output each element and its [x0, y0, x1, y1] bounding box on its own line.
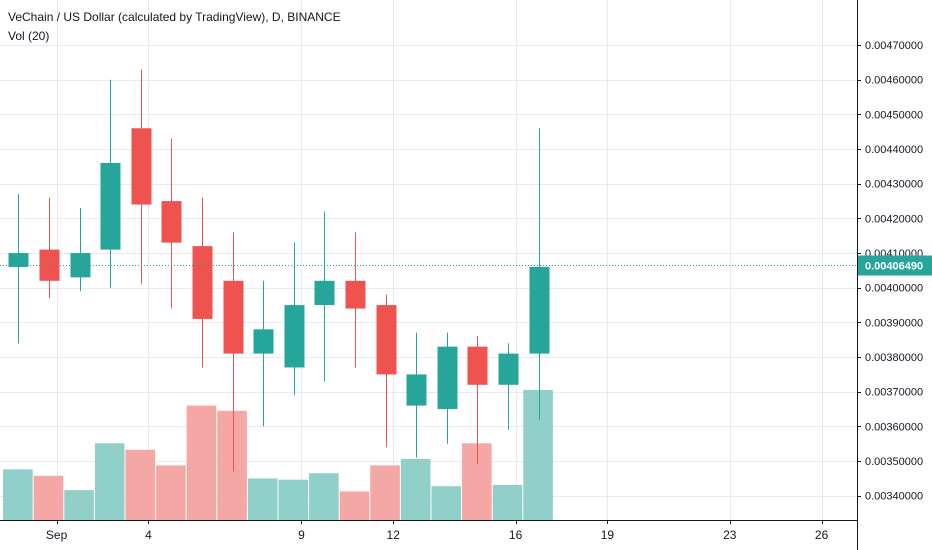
x-tick-label: 12	[387, 528, 401, 542]
candle-body-down	[467, 346, 488, 385]
y-tick-label: 0.00360000	[865, 421, 923, 433]
candle-body-up	[529, 266, 550, 354]
volume-bar	[33, 475, 64, 520]
volume-bar	[156, 465, 186, 520]
last-price-label-bg	[858, 255, 932, 276]
volume-bar	[278, 479, 309, 520]
volume-bar	[400, 458, 431, 520]
volume-bar	[94, 443, 125, 520]
candle-body-down	[376, 305, 397, 375]
volume-bar	[523, 390, 553, 520]
candle-body-down	[223, 280, 244, 354]
volume-bar	[339, 491, 370, 520]
y-tick-label: 0.00460000	[865, 75, 923, 87]
candle-body-down	[131, 128, 152, 205]
candle-body-up	[498, 353, 519, 385]
y-tick-label: 0.00450000	[865, 109, 923, 121]
volume-bar	[125, 449, 156, 520]
candle-body-up	[8, 253, 29, 267]
volume-bar	[431, 486, 462, 520]
y-tick-label: 0.00350000	[865, 456, 923, 468]
volume-bar	[186, 405, 217, 520]
chart-title: VeChain / US Dollar (calculated by Tradi…	[8, 10, 341, 24]
y-tick-label: 0.00380000	[865, 352, 923, 364]
volume-bar	[370, 465, 400, 520]
x-tick-label: 23	[723, 528, 737, 542]
x-tick-label: 9	[298, 528, 305, 542]
volume-bar	[492, 484, 523, 520]
candle-body-down	[192, 246, 213, 319]
y-tick-label: 0.00420000	[865, 213, 923, 225]
y-tick-label: 0.00430000	[865, 179, 923, 191]
candle-body-down	[39, 249, 60, 281]
candle-body-up	[437, 346, 458, 410]
y-tick-label: 0.00340000	[865, 491, 923, 503]
volume-bar	[462, 443, 492, 520]
y-tick-label: 0.00440000	[865, 144, 923, 156]
volume-bar	[64, 490, 94, 520]
x-tick-label: 19	[601, 528, 615, 542]
x-tick-label: Sep	[46, 528, 68, 542]
last-price-label: 0.00406490	[865, 261, 923, 273]
candle-body-up	[406, 374, 427, 406]
candle-body-up	[284, 305, 305, 368]
candle-body-down	[161, 201, 182, 243]
y-tick-label: 0.00470000	[865, 40, 923, 52]
volume-bar	[217, 410, 247, 520]
x-tick-label: 26	[815, 528, 829, 542]
candle-body-up	[314, 280, 335, 306]
candle-body-down	[345, 280, 366, 309]
y-tick-label: 0.00370000	[865, 387, 923, 399]
x-tick-label: 16	[509, 528, 523, 542]
volume-bar	[3, 469, 33, 520]
candle-body-up	[253, 329, 274, 354]
y-tick-label: 0.00400000	[865, 283, 923, 295]
volume-indicator-label: Vol (20)	[8, 29, 50, 43]
volume-bar	[309, 473, 339, 520]
x-tick-label: 4	[145, 528, 152, 542]
volume-bar	[247, 478, 278, 520]
chart-legend: VeChain / US Dollar (calculated by Tradi…	[8, 8, 341, 46]
y-tick-label: 0.00390000	[865, 317, 923, 329]
candle-body-up	[70, 253, 91, 278]
candle-body-up	[100, 162, 121, 250]
